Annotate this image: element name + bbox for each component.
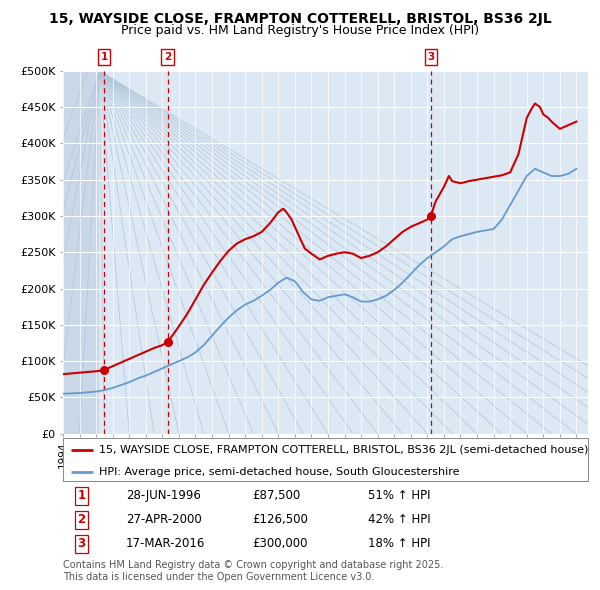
- Text: 51% ↑ HPI: 51% ↑ HPI: [367, 489, 430, 502]
- Text: 1: 1: [77, 489, 85, 502]
- Text: 2: 2: [77, 513, 85, 526]
- Text: 17-MAR-2016: 17-MAR-2016: [126, 537, 205, 550]
- Text: 27-APR-2000: 27-APR-2000: [126, 513, 202, 526]
- Text: 2: 2: [164, 52, 171, 62]
- Text: £300,000: £300,000: [252, 537, 308, 550]
- Text: 15, WAYSIDE CLOSE, FRAMPTON COTTERELL, BRISTOL, BS36 2JL: 15, WAYSIDE CLOSE, FRAMPTON COTTERELL, B…: [49, 12, 551, 26]
- Text: £87,500: £87,500: [252, 489, 300, 502]
- Text: HPI: Average price, semi-detached house, South Gloucestershire: HPI: Average price, semi-detached house,…: [98, 467, 459, 477]
- Text: 15, WAYSIDE CLOSE, FRAMPTON COTTERELL, BRISTOL, BS36 2JL (semi-detached house): 15, WAYSIDE CLOSE, FRAMPTON COTTERELL, B…: [98, 445, 588, 455]
- Text: 3: 3: [427, 52, 434, 62]
- Text: £126,500: £126,500: [252, 513, 308, 526]
- Text: 18% ↑ HPI: 18% ↑ HPI: [367, 537, 430, 550]
- Bar: [63, 71, 100, 434]
- Text: 3: 3: [77, 537, 85, 550]
- Text: 1: 1: [101, 52, 108, 62]
- Text: Price paid vs. HM Land Registry's House Price Index (HPI): Price paid vs. HM Land Registry's House …: [121, 24, 479, 37]
- Text: 28-JUN-1996: 28-JUN-1996: [126, 489, 201, 502]
- Text: Contains HM Land Registry data © Crown copyright and database right 2025.
This d: Contains HM Land Registry data © Crown c…: [63, 560, 443, 582]
- Text: 42% ↑ HPI: 42% ↑ HPI: [367, 513, 430, 526]
